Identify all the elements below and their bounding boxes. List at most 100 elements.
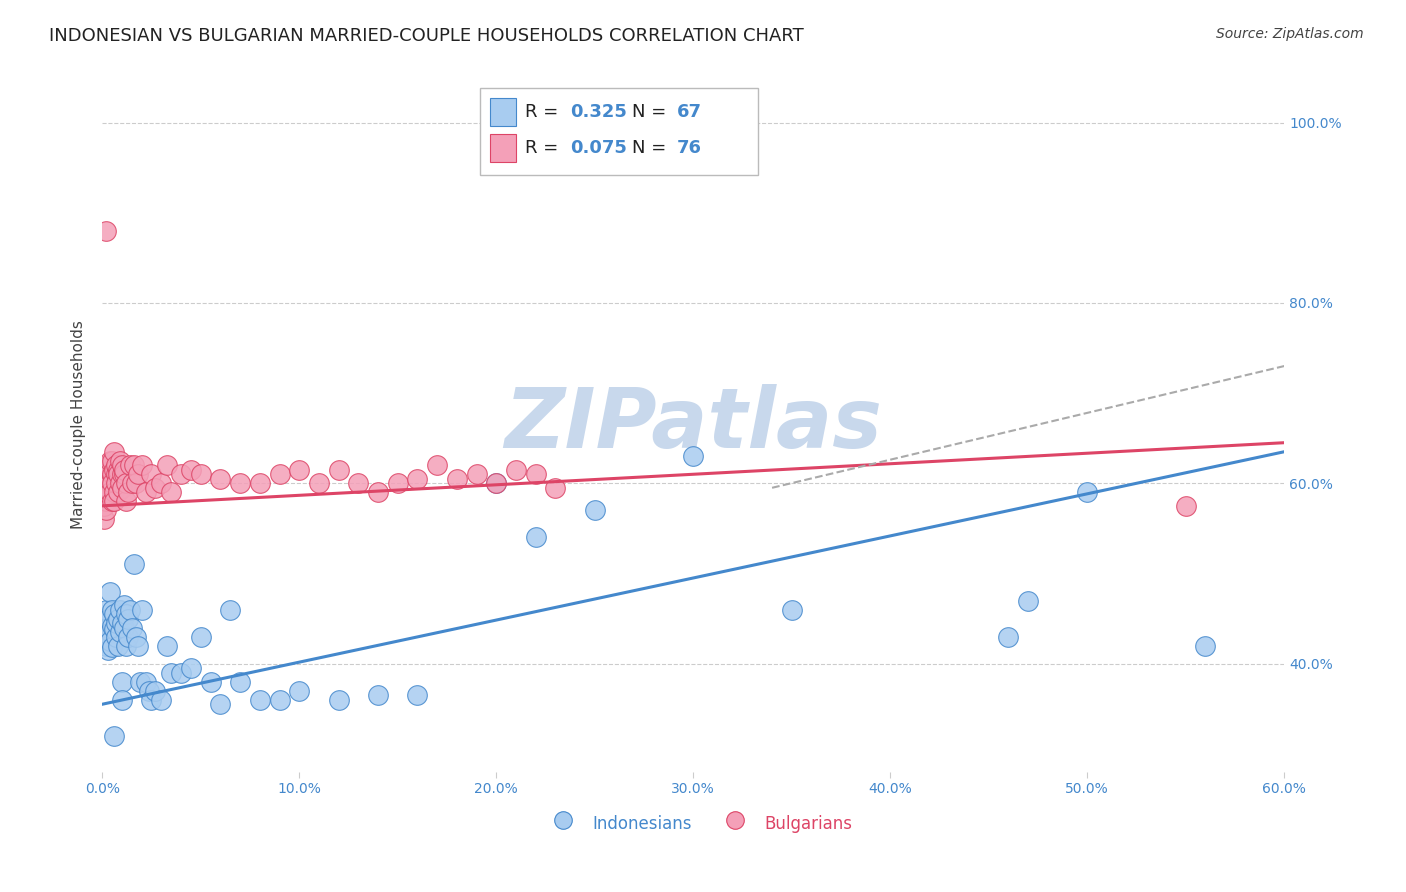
Text: Source: ZipAtlas.com: Source: ZipAtlas.com bbox=[1216, 27, 1364, 41]
Point bbox=[682, 449, 704, 463]
Text: N =: N = bbox=[631, 103, 672, 121]
Point bbox=[1017, 593, 1039, 607]
Point bbox=[107, 467, 129, 482]
Point bbox=[426, 458, 449, 473]
Point bbox=[94, 639, 117, 653]
Point bbox=[101, 454, 124, 468]
Point bbox=[93, 485, 115, 500]
Point bbox=[111, 467, 134, 482]
Point bbox=[111, 674, 134, 689]
Point bbox=[103, 463, 125, 477]
Point bbox=[105, 476, 128, 491]
Point bbox=[103, 494, 125, 508]
Point bbox=[135, 674, 157, 689]
Point bbox=[219, 602, 242, 616]
Point bbox=[127, 467, 149, 482]
Point bbox=[98, 454, 121, 468]
Point bbox=[524, 467, 547, 482]
Point bbox=[101, 619, 124, 633]
Point bbox=[97, 467, 120, 482]
Point bbox=[103, 485, 125, 500]
Point bbox=[122, 558, 145, 572]
Point bbox=[94, 602, 117, 616]
Point bbox=[115, 639, 138, 653]
Point bbox=[111, 481, 134, 495]
Point bbox=[406, 472, 429, 486]
Point bbox=[145, 481, 167, 495]
Point bbox=[387, 476, 409, 491]
Point bbox=[108, 454, 131, 468]
Point bbox=[122, 458, 145, 473]
Point bbox=[112, 463, 135, 477]
Point bbox=[288, 683, 311, 698]
Point bbox=[98, 472, 121, 486]
Point bbox=[1174, 499, 1197, 513]
Point bbox=[485, 476, 508, 491]
Point bbox=[367, 485, 389, 500]
Text: Indonesians: Indonesians bbox=[593, 815, 692, 833]
Point bbox=[180, 661, 202, 675]
Point bbox=[101, 494, 124, 508]
Point bbox=[446, 472, 468, 486]
Point bbox=[170, 467, 193, 482]
Y-axis label: Married-couple Households: Married-couple Households bbox=[72, 320, 86, 529]
Point bbox=[97, 476, 120, 491]
Point bbox=[105, 630, 128, 644]
Point bbox=[141, 692, 163, 706]
Point bbox=[93, 476, 115, 491]
Point bbox=[141, 467, 163, 482]
Point bbox=[249, 476, 271, 491]
Point bbox=[524, 530, 547, 544]
Point bbox=[94, 494, 117, 508]
Point bbox=[125, 630, 148, 644]
Text: Bulgarians: Bulgarians bbox=[765, 815, 852, 833]
Text: 76: 76 bbox=[676, 139, 702, 157]
Point bbox=[108, 602, 131, 616]
Point bbox=[97, 611, 120, 625]
Point bbox=[115, 494, 138, 508]
Point bbox=[131, 458, 153, 473]
Point bbox=[269, 692, 291, 706]
Point bbox=[328, 463, 350, 477]
Point bbox=[101, 640, 124, 655]
Point bbox=[98, 625, 121, 640]
Point bbox=[94, 224, 117, 238]
Text: R =: R = bbox=[526, 103, 564, 121]
Point bbox=[108, 476, 131, 491]
Point bbox=[544, 481, 567, 495]
Point bbox=[107, 485, 129, 500]
Point bbox=[229, 476, 252, 491]
Text: N =: N = bbox=[631, 139, 672, 157]
Point bbox=[93, 512, 115, 526]
Point bbox=[94, 472, 117, 486]
Point bbox=[112, 621, 135, 635]
Point bbox=[145, 683, 167, 698]
Point bbox=[121, 621, 143, 635]
Point bbox=[101, 467, 124, 482]
Point bbox=[107, 639, 129, 653]
Point bbox=[160, 665, 183, 680]
Point bbox=[105, 467, 128, 482]
Point bbox=[98, 634, 121, 648]
Point bbox=[406, 688, 429, 702]
Point bbox=[997, 630, 1019, 644]
Point bbox=[115, 476, 138, 491]
Point bbox=[105, 616, 128, 631]
Point bbox=[107, 611, 129, 625]
Point bbox=[103, 729, 125, 743]
Point bbox=[97, 621, 120, 635]
Point bbox=[465, 467, 488, 482]
Point bbox=[97, 481, 120, 495]
Point bbox=[127, 639, 149, 653]
Point bbox=[93, 499, 115, 513]
Point bbox=[150, 692, 173, 706]
Point bbox=[118, 602, 141, 616]
Point bbox=[97, 458, 120, 473]
Point bbox=[117, 630, 139, 644]
Point bbox=[103, 444, 125, 458]
Point bbox=[117, 485, 139, 500]
Point bbox=[98, 476, 121, 491]
Point bbox=[108, 625, 131, 640]
Point bbox=[180, 463, 202, 477]
Text: R =: R = bbox=[526, 139, 564, 157]
